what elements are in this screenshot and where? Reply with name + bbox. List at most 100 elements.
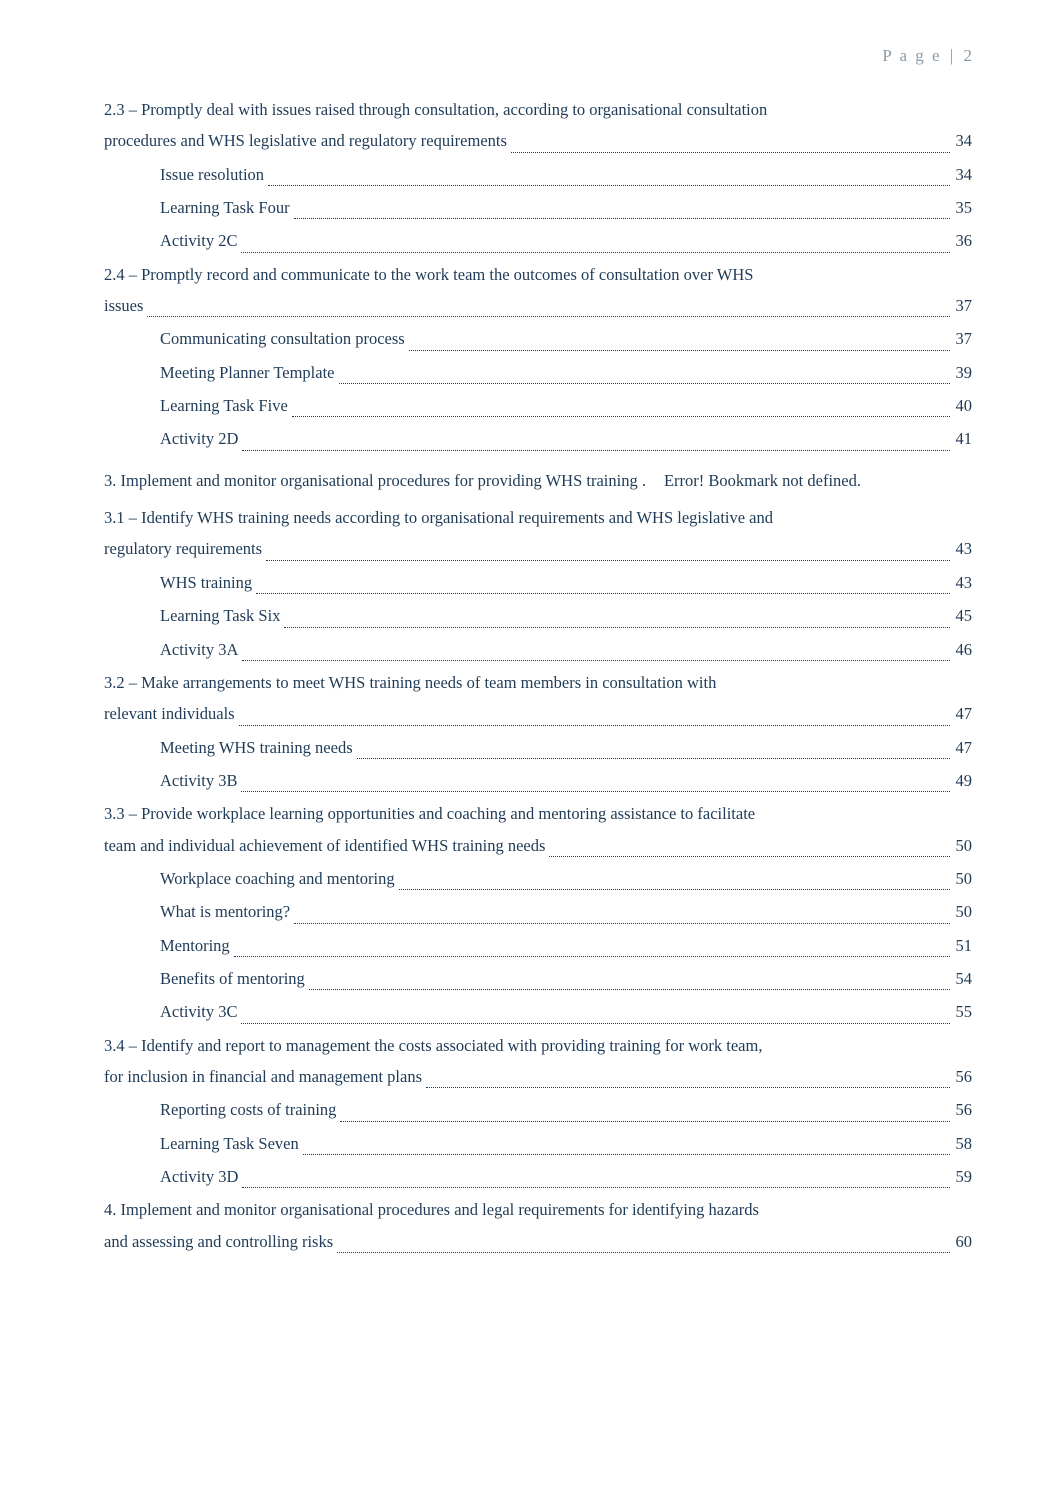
toc-entry: Meeting WHS training needs 47 [160, 732, 972, 763]
toc-title: Activity 2C [160, 225, 237, 256]
toc-title: Activity 2D [160, 423, 238, 454]
toc-title-cont: for inclusion in financial and managemen… [104, 1061, 422, 1092]
toc-page: 55 [952, 996, 973, 1027]
toc-entry: Learning Task Seven 58 [160, 1128, 972, 1159]
toc-entry: Benefits of mentoring 54 [160, 963, 972, 994]
toc-title: 3.4 – Identify and report to management … [104, 1030, 972, 1061]
toc-title: 3.2 – Make arrangements to meet WHS trai… [104, 667, 972, 698]
toc-page: 34 [952, 125, 973, 156]
toc-title: Meeting Planner Template [160, 357, 335, 388]
toc-title: Activity 3C [160, 996, 237, 1027]
toc-page: 50 [952, 830, 973, 861]
toc-leader [147, 307, 949, 318]
toc-leader [241, 1013, 949, 1024]
toc-entry: Activity 2C 36 [160, 225, 972, 256]
toc-leader [242, 1177, 949, 1188]
toc-entry: Communicating consultation process 37 [160, 323, 972, 354]
toc-title: 3.3 – Provide workplace learning opportu… [104, 798, 972, 829]
toc-leader [337, 1242, 949, 1253]
document-page: P a g e | 2 2.3 – Promptly deal with iss… [0, 0, 1062, 1504]
toc-title: Benefits of mentoring [160, 963, 305, 994]
toc-entry: Activity 2D 41 [160, 423, 972, 454]
toc-leader [339, 373, 950, 384]
toc-title-cont: and assessing and controlling risks [104, 1226, 333, 1257]
toc-entry: What is mentoring? 50 [160, 896, 972, 927]
table-of-contents: 2.3 – Promptly deal with issues raised t… [104, 94, 972, 1257]
toc-entry: 2.4 – Promptly record and communicate to… [104, 259, 972, 322]
toc-entry: Activity 3D 59 [160, 1161, 972, 1192]
toc-page: 43 [952, 533, 973, 564]
toc-title: 2.3 – Promptly deal with issues raised t… [104, 94, 972, 125]
toc-leader [426, 1077, 950, 1088]
page-number: 2 [964, 46, 973, 65]
toc-page: 51 [952, 930, 973, 961]
toc-leader [340, 1111, 949, 1122]
toc-page: 60 [952, 1226, 973, 1257]
toc-leader [241, 781, 949, 792]
toc-entry: 3.3 – Provide workplace learning opportu… [104, 798, 972, 861]
toc-leader [234, 946, 950, 957]
toc-leader [292, 407, 950, 418]
toc-leader [268, 175, 949, 186]
toc-leader [242, 440, 949, 451]
toc-page: 46 [952, 634, 973, 665]
toc-title-cont: procedures and WHS legislative and regul… [104, 125, 507, 156]
toc-page: 43 [952, 567, 973, 598]
toc-page: 50 [952, 896, 973, 927]
toc-title: Issue resolution [160, 159, 264, 190]
toc-title: Reporting costs of training [160, 1094, 336, 1125]
toc-title: Activity 3A [160, 634, 238, 665]
toc-entry: WHS training 43 [160, 567, 972, 598]
toc-page: 34 [952, 159, 973, 190]
toc-leader [309, 979, 950, 990]
toc-page: 54 [952, 963, 973, 994]
toc-leader [357, 748, 950, 759]
toc-entry: Workplace coaching and mentoring 50 [160, 863, 972, 894]
toc-leader [409, 340, 950, 351]
toc-page: 36 [952, 225, 973, 256]
page-sep: | [950, 46, 955, 65]
toc-entry: Reporting costs of training 56 [160, 1094, 972, 1125]
page-header: P a g e | 2 [104, 46, 972, 66]
toc-entry-error: 3. Implement and monitor organisational … [104, 465, 972, 496]
toc-entry: Learning Task Six 45 [160, 600, 972, 631]
toc-title: Workplace coaching and mentoring [160, 863, 395, 894]
toc-page: 39 [952, 357, 973, 388]
toc-page: 58 [952, 1128, 973, 1159]
toc-leader [294, 208, 950, 219]
page-word: P a g e [882, 46, 941, 65]
toc-leader [241, 242, 949, 253]
toc-leader [284, 617, 949, 628]
toc-title-cont: relevant individuals [104, 698, 235, 729]
toc-title: WHS training [160, 567, 252, 598]
toc-page: 41 [952, 423, 973, 454]
toc-title: 4. Implement and monitor organisational … [104, 1194, 972, 1225]
toc-page: 45 [952, 600, 973, 631]
toc-page: 35 [952, 192, 973, 223]
toc-entry: Mentoring 51 [160, 930, 972, 961]
toc-title: Communicating consultation process [160, 323, 405, 354]
toc-page: 37 [952, 323, 973, 354]
toc-title-cont: issues [104, 290, 143, 321]
toc-leader [266, 550, 949, 561]
toc-leader [239, 715, 950, 726]
toc-title-cont: team and individual achievement of ident… [104, 830, 545, 861]
toc-leader [256, 583, 949, 594]
toc-title: 2.4 – Promptly record and communicate to… [104, 259, 972, 290]
toc-entry: 3.1 – Identify WHS training needs accord… [104, 502, 972, 565]
toc-title: Mentoring [160, 930, 230, 961]
toc-leader [399, 879, 950, 890]
toc-page: 59 [952, 1161, 973, 1192]
toc-title: Meeting WHS training needs [160, 732, 353, 763]
toc-entry: Activity 3C 55 [160, 996, 972, 1027]
toc-title-cont: regulatory requirements [104, 533, 262, 564]
toc-page: 47 [952, 698, 973, 729]
toc-entry: Learning Task Five 40 [160, 390, 972, 421]
toc-leader [511, 142, 950, 153]
toc-leader [549, 846, 949, 857]
toc-entry: 3.4 – Identify and report to management … [104, 1030, 972, 1093]
toc-page: 56 [952, 1061, 973, 1092]
toc-page: 40 [952, 390, 973, 421]
toc-entry: 3.2 – Make arrangements to meet WHS trai… [104, 667, 972, 730]
toc-page: 56 [952, 1094, 973, 1125]
